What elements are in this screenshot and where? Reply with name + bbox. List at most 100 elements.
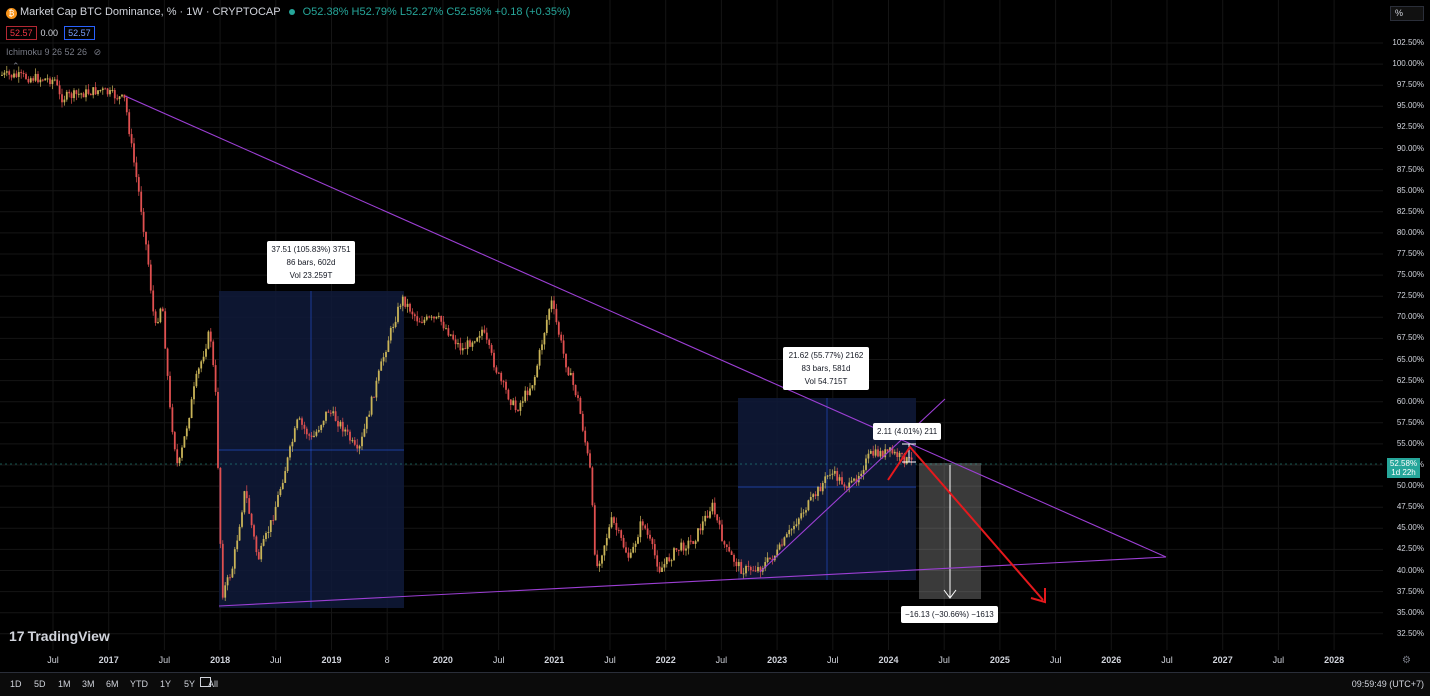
- candle-body: [346, 429, 349, 432]
- candle-body: [850, 480, 853, 483]
- candle-body: [483, 329, 486, 333]
- indicator-legend[interactable]: Ichimoku 9 26 52 26 ⊘: [6, 47, 101, 58]
- timeframe-button-5d[interactable]: 5D: [34, 679, 46, 689]
- chart-settings-icon[interactable]: ⚙: [1402, 655, 1411, 666]
- candle-body: [13, 73, 15, 78]
- candle-body: [553, 300, 555, 309]
- candle-body: [689, 540, 692, 542]
- candle-body: [205, 348, 207, 357]
- candle-body: [137, 177, 140, 192]
- candle-body: [747, 565, 750, 567]
- candle-body: [437, 315, 440, 317]
- candle-body: [665, 557, 668, 565]
- candle-body: [814, 494, 817, 497]
- candle-body: [759, 567, 762, 572]
- time-axis[interactable]: Jul 2017 Jul 2018 Jul 2019 8 2020 Jul 2021 Jul 2022…: [0, 650, 1383, 672]
- candle-body: [644, 525, 647, 529]
- candle-body: [58, 85, 61, 95]
- candle-body: [224, 585, 227, 598]
- price-axis-label: 67.50%: [1396, 333, 1424, 343]
- candle-body: [531, 385, 534, 389]
- measure-box-1: [219, 291, 404, 608]
- time-axis-label: Jul: [1161, 655, 1173, 665]
- candle-body: [735, 561, 738, 567]
- clock-display[interactable]: 09:59:49 (UTC+7): [1351, 679, 1424, 689]
- candle-body: [34, 73, 37, 81]
- timeframe-button-3m[interactable]: 3M: [82, 679, 95, 689]
- price-chart[interactable]: [0, 0, 1383, 650]
- candle-body: [728, 547, 731, 552]
- timeframe-button-1m[interactable]: 1M: [58, 679, 71, 689]
- bid-badge[interactable]: 52.57: [6, 26, 37, 40]
- candle-body: [269, 520, 272, 532]
- chart-area[interactable]: ₿ Market Cap BTC Dominance, % · 1W · CRYP…: [0, 0, 1383, 650]
- candle-body: [169, 375, 171, 408]
- measure-tooltip-3: 2.11 (4.01%) 211: [873, 423, 942, 440]
- candle-body: [893, 451, 896, 454]
- candle-body: [598, 563, 601, 567]
- candle-body: [229, 577, 231, 579]
- candle-body: [687, 540, 690, 549]
- timeframe-button-1y[interactable]: 1Y: [160, 679, 172, 689]
- candle-body: [51, 79, 54, 85]
- candle-body: [22, 73, 25, 75]
- ask-badge[interactable]: 52.57: [64, 26, 95, 40]
- candle-body: [569, 372, 572, 376]
- tradingview-wordmark: TradingView: [27, 628, 110, 644]
- time-axis-label: 2022: [655, 655, 676, 665]
- measure-tooltip-4: −16.13 (−30.66%) −1613: [901, 606, 998, 623]
- candle-body: [423, 319, 426, 323]
- candle-body: [202, 356, 205, 362]
- time-axis-label: Jul: [492, 655, 505, 665]
- measure-4-change: −16.13 (−30.66%) −1613: [905, 610, 994, 619]
- candle-body: [793, 525, 795, 530]
- candle-body: [430, 316, 433, 318]
- candle-body: [80, 93, 83, 95]
- candle-body: [831, 473, 834, 475]
- chart-grid: [0, 0, 1383, 650]
- candle-body: [142, 211, 145, 232]
- candle-body: [382, 357, 385, 362]
- timeframe-button-6m[interactable]: 6M: [106, 679, 119, 689]
- price-axis[interactable]: 102.50% 100.00% 97.50% 95.00% 92.50% 90.00% 87…: [1383, 0, 1430, 650]
- lower-trendline[interactable]: [218, 556, 1167, 607]
- candle-body: [560, 334, 563, 341]
- date-range-icon[interactable]: [200, 677, 211, 687]
- timeframe-button-1d[interactable]: 1D: [10, 679, 22, 689]
- candle-body: [615, 522, 618, 530]
- candle-body: [476, 337, 479, 342]
- tradingview-logo[interactable]: 17 TradingView: [9, 628, 110, 644]
- eye-off-icon[interactable]: ⊘: [93, 47, 102, 57]
- candle-body: [154, 311, 157, 323]
- timeframe-button-ytd[interactable]: YTD: [130, 679, 148, 689]
- timeframe-button-5y[interactable]: 5Y: [184, 679, 196, 689]
- candle-body: [329, 412, 332, 414]
- candle-body: [171, 407, 174, 433]
- candle-body: [53, 79, 56, 81]
- timeframe-button-all[interactable]: All: [208, 679, 219, 689]
- candle-body: [637, 537, 639, 544]
- candle-body: [488, 339, 491, 346]
- upper-trendline[interactable]: [124, 95, 1167, 558]
- candle-body: [788, 530, 791, 535]
- candle-body: [485, 332, 488, 340]
- candle-body: [73, 90, 75, 99]
- percent-mode-button[interactable]: %: [1390, 6, 1424, 21]
- candle-body: [421, 321, 423, 323]
- candle-body: [315, 431, 318, 436]
- symbol-title[interactable]: Market Cap BTC Dominance, % · 1W · CRYPT…: [20, 6, 281, 18]
- candle-body: [881, 451, 884, 458]
- candle-body: [821, 482, 824, 492]
- candle-body: [212, 341, 215, 366]
- time-axis-label: 2017: [98, 655, 119, 665]
- candle-body: [125, 97, 128, 113]
- candle-body: [75, 90, 78, 95]
- candle-body: [195, 373, 198, 387]
- candle-body: [627, 552, 630, 558]
- time-axis-label: 2018: [210, 655, 231, 665]
- collapse-legend-icon[interactable]: ⌃: [12, 61, 20, 71]
- candle-body: [433, 316, 435, 319]
- candle-body: [548, 309, 551, 320]
- candle-body: [771, 558, 774, 561]
- candle-body: [449, 334, 452, 336]
